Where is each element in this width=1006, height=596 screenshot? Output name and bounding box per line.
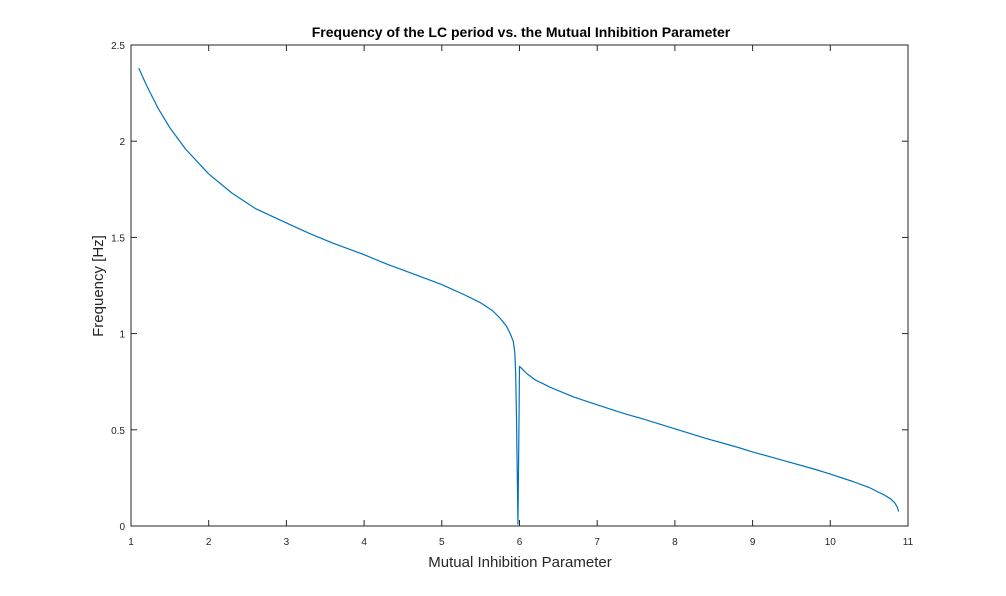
x-tick-label: 10 bbox=[825, 537, 837, 548]
x-tick-label: 1 bbox=[128, 537, 134, 548]
y-tick-label: 1 bbox=[119, 330, 125, 341]
y-tick-label: 2 bbox=[119, 137, 125, 148]
x-tick-label: 3 bbox=[284, 537, 290, 548]
y-tick-label: 1.5 bbox=[111, 233, 125, 244]
x-tick-label: 8 bbox=[672, 537, 678, 548]
y-axis-label: Frequency [Hz] bbox=[90, 235, 107, 337]
y-tick-label: 0 bbox=[119, 522, 125, 533]
x-ticks: 1 2 3 4 5 6 7 8 9 10 11 bbox=[128, 45, 914, 548]
series-line bbox=[138, 67, 900, 525]
y-tick-label: 0.5 bbox=[111, 426, 125, 437]
y-tick-label: 2.5 bbox=[111, 41, 125, 52]
x-tick-label: 9 bbox=[750, 537, 756, 548]
x-tick-label: 4 bbox=[361, 537, 367, 548]
x-axis-label: Mutual Inhibition Parameter bbox=[428, 554, 611, 571]
axes-box bbox=[130, 44, 909, 527]
x-tick-label: 11 bbox=[903, 537, 914, 548]
series-layer bbox=[138, 67, 900, 525]
plot-area bbox=[131, 45, 908, 526]
x-tick-label: 5 bbox=[439, 537, 445, 548]
chart-title: Frequency of the LC period vs. the Mutua… bbox=[312, 24, 731, 40]
x-tick-label: 7 bbox=[594, 537, 600, 548]
x-tick-label: 2 bbox=[206, 537, 212, 548]
x-tick-label: 6 bbox=[517, 537, 523, 548]
